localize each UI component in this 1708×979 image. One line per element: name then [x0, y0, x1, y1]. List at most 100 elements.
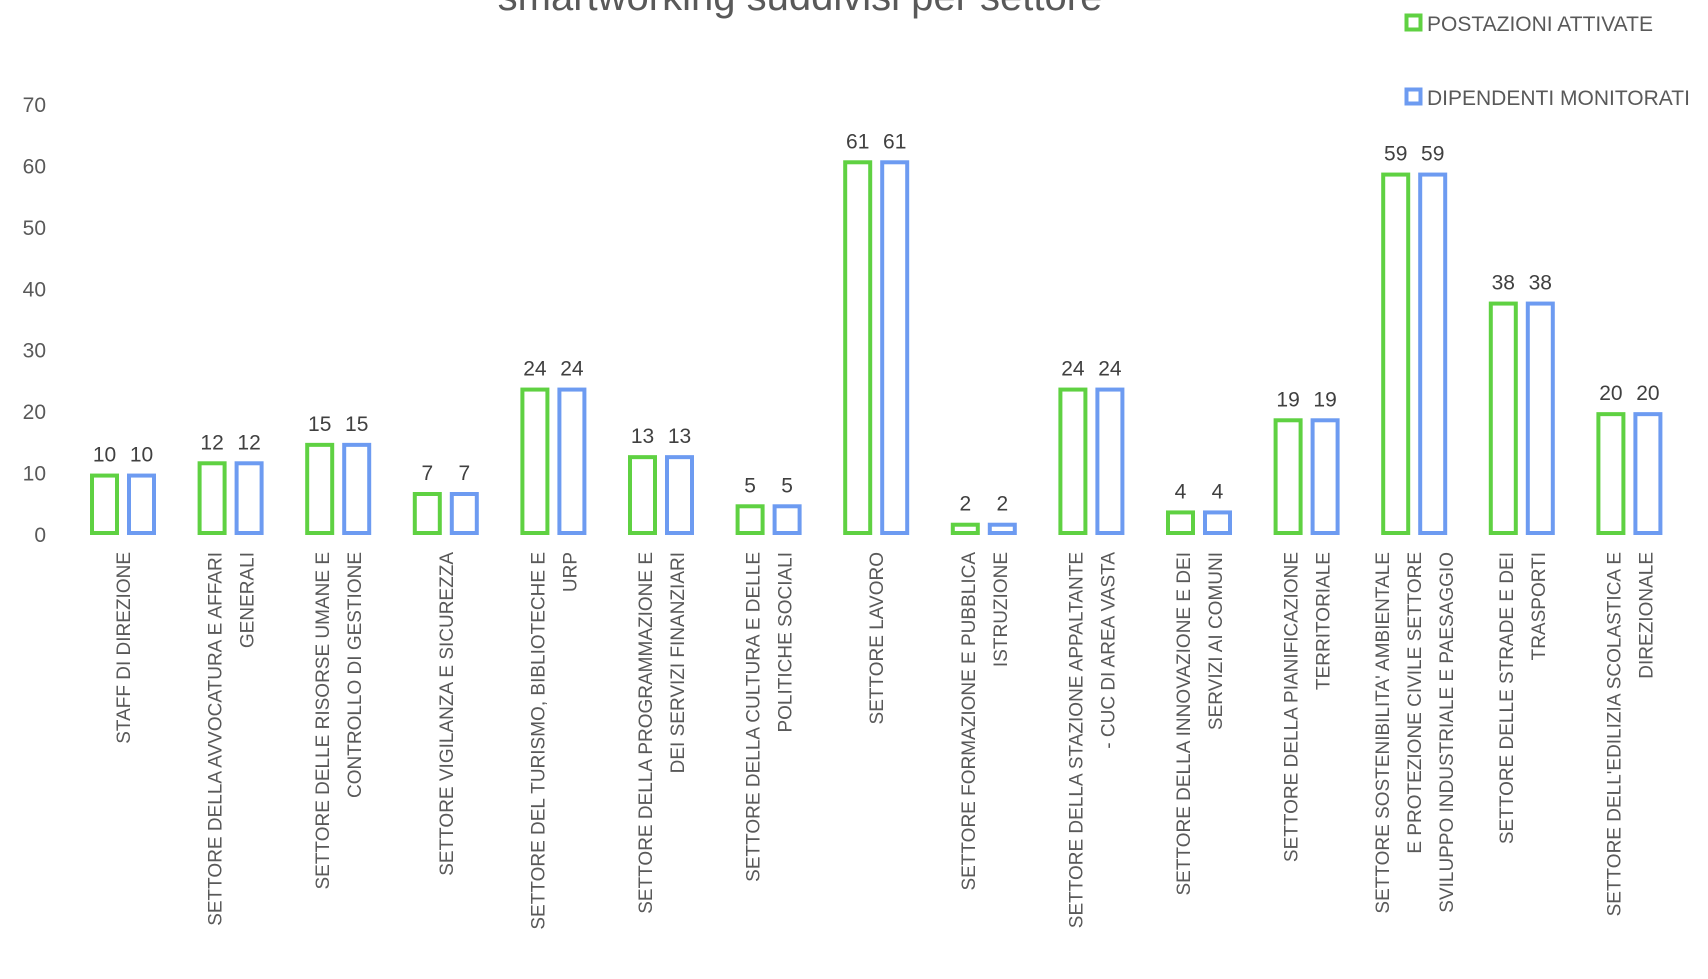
data-label: 24: [1061, 358, 1085, 381]
data-label: 5: [781, 474, 793, 497]
x-axis: STAFF DI DIREZIONE SETTORE DELLA AVVOCATU…: [114, 552, 1657, 930]
x-tick-label-line: GENERALI: [238, 552, 259, 648]
data-label: 5: [744, 474, 756, 497]
x-tick-label-line: SETTORE DELLA PROGRAMMAZIONE E: [636, 552, 657, 914]
y-tick-label: 70: [23, 94, 46, 117]
bar: [1633, 412, 1663, 535]
x-tick-label-line: - CUC DI AREA VASTA: [1098, 552, 1119, 749]
data-label: 20: [1599, 382, 1622, 405]
bar: [843, 160, 873, 536]
x-tick-label-line: STAFF DI DIREZIONE: [114, 552, 135, 744]
bar: [1381, 172, 1411, 535]
x-tick-label: SETTORE DELLA PROGRAMMAZIONE E DEI SERVIZ…: [636, 552, 689, 914]
x-tick-label: SETTORE VIGILANZA E SICUREZZA: [437, 552, 458, 876]
x-tick-label: SETTORE DEL TURISMO, BIBLIOTECHE E URP: [528, 552, 581, 930]
x-tick-label: SETTORE LAVORO: [867, 552, 888, 724]
bar: [234, 461, 264, 535]
bar: [1203, 510, 1232, 536]
chart-title: smartworking suddivisi per settore: [498, 0, 1103, 19]
x-tick-label-line: DIREZIONALE: [1636, 552, 1657, 679]
bar: [127, 473, 156, 536]
x-tick-label-line: SETTORE SOSTENIBILITA' AMBIENTALE: [1373, 552, 1394, 914]
bar: [665, 455, 694, 535]
x-tick-label-line: SERVIZI AI COMUNI: [1206, 552, 1227, 730]
x-tick-label-line: URP: [560, 552, 581, 592]
y-axis: 0 10 20 30 40 50 60 70: [23, 94, 46, 547]
bar: [987, 522, 1017, 536]
x-tick-label: SETTORE DELLA INNOVAZIONE E DEI SERVIZI A…: [1174, 552, 1227, 896]
data-label: 24: [1098, 358, 1122, 381]
data-label: 61: [846, 130, 869, 153]
x-tick-label: SETTORE FORMAZIONE E PUBBLICA ISTRUZIONE: [959, 552, 1012, 891]
bar: [1418, 172, 1448, 535]
bar: [772, 504, 802, 535]
bar: [880, 160, 910, 536]
x-tick-label-line: TERRITORIALE: [1314, 552, 1335, 690]
bar: [90, 473, 119, 536]
y-tick-label: 20: [23, 401, 46, 424]
data-label: 12: [200, 431, 223, 454]
x-tick-label: STAFF DI DIREZIONE: [114, 552, 135, 744]
bar: [1273, 418, 1303, 535]
data-label: 10: [130, 444, 153, 467]
bar: [1596, 412, 1626, 535]
x-tick-label: SETTORE DELL'EDILIZIA SCOLASTICA E DIREZI…: [1604, 552, 1657, 916]
data-label: 13: [668, 425, 691, 448]
x-tick-label: SETTORE DELLA STAZIONE APPALTANTE - CUC D…: [1066, 552, 1119, 929]
bar: [305, 442, 335, 536]
legend: POSTAZIONI ATTIVATE DIPENDENTI MONITORATI: [1404, 13, 1690, 110]
legend-label: DIPENDENTI MONITORATI: [1427, 87, 1690, 110]
x-tick-label-line: SETTORE DELL'EDILIZIA SCOLASTICA E: [1604, 552, 1625, 916]
data-label: 20: [1636, 382, 1659, 405]
x-tick-label-line: SETTORE DEL TURISMO, BIBLIOTECHE E: [528, 552, 549, 930]
data-label: 24: [560, 358, 584, 381]
x-tick-label-line: SETTORE LAVORO: [867, 552, 888, 724]
data-label: 2: [996, 493, 1008, 516]
x-tick-label-line: DEI SERVIZI FINANZIARI: [668, 552, 689, 773]
bar: [1525, 301, 1555, 536]
legend-swatch: [1404, 87, 1423, 106]
y-tick-label: 40: [23, 278, 46, 301]
bar: [449, 492, 479, 535]
legend-swatch: [1404, 13, 1423, 32]
data-label: 7: [458, 462, 470, 485]
bar: [557, 387, 587, 536]
x-tick-label: SETTORE DELLA CULTURA E DELLE POLITICHE S…: [744, 552, 797, 882]
x-tick-label-line: CONTROLLO DI GESTIONE: [345, 552, 366, 798]
data-labels: 10 10 12 12 15 15 7 7 24 24 13 13 5 5 61 61 2 2 24 24 4 4 19 19…: [93, 130, 1660, 515]
bar: [1488, 301, 1518, 536]
x-tick-label: SETTORE DELLE STRADE E DEI TRASPORTI: [1497, 552, 1550, 844]
bar: [1310, 418, 1340, 535]
y-tick-label: 50: [23, 217, 46, 240]
y-tick-label: 10: [23, 463, 46, 486]
data-label: 12: [237, 431, 260, 454]
x-tick-label-line: SETTORE FORMAZIONE E PUBBLICA: [959, 552, 980, 891]
data-label: 38: [1529, 272, 1552, 295]
data-label: 13: [631, 425, 654, 448]
x-tick-label: SETTORE DELLA PIANIFICAZIONE TERRITORIALE: [1282, 552, 1335, 862]
x-tick-label-line: SETTORE DELLA CULTURA E DELLE: [744, 552, 765, 882]
data-label: 4: [1175, 480, 1187, 503]
legend-label: POSTAZIONI ATTIVATE: [1427, 13, 1653, 36]
x-tick-label-line: SETTORE DELLE RISORSE UMANE E: [313, 552, 334, 890]
data-label: 59: [1421, 143, 1444, 166]
bars: [90, 160, 1663, 536]
bar: [342, 442, 372, 536]
x-tick-label-line: SETTORE DELLA STAZIONE APPALTANTE: [1066, 552, 1087, 928]
bar: [520, 387, 550, 536]
x-tick-label-line: POLITICHE SOCIALI: [776, 552, 797, 733]
data-label: 61: [883, 130, 906, 153]
data-label: 7: [421, 462, 433, 485]
data-label: 15: [345, 413, 368, 436]
x-tick-label-line: TRASPORTI: [1529, 552, 1550, 660]
data-label: 10: [93, 444, 116, 467]
bar: [1058, 387, 1088, 536]
bar: [412, 492, 442, 535]
x-tick-label-line: SETTORE DELLA PIANIFICAZIONE: [1282, 552, 1303, 862]
bar: [735, 504, 765, 535]
bar: [1095, 387, 1125, 536]
bar: [950, 522, 980, 536]
data-label: 19: [1276, 388, 1299, 411]
x-tick-label-line: SVILUPPO INDUSTRIALE E PAESAGGIO: [1437, 552, 1458, 913]
y-tick-label: 30: [23, 340, 46, 363]
